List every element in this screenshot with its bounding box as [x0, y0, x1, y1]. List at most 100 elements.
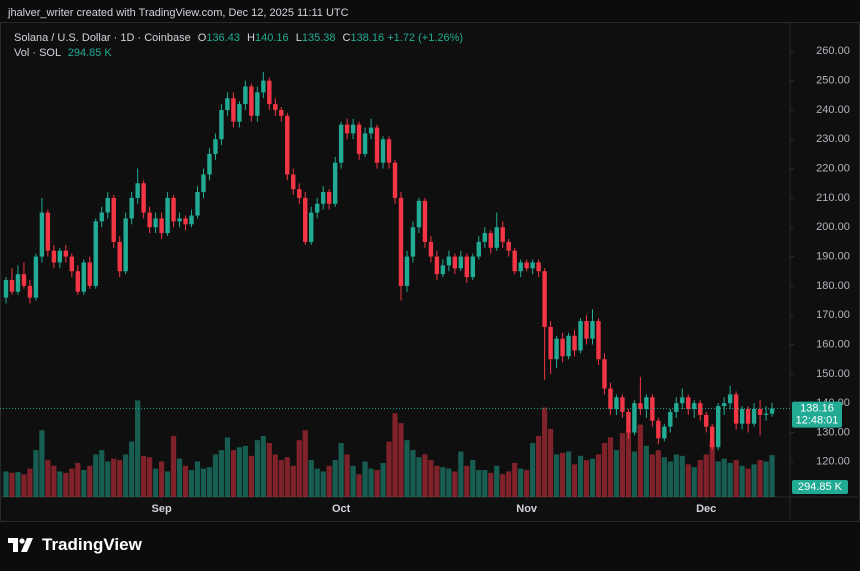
volume-bar [697, 460, 703, 497]
candle-body [763, 413, 769, 415]
x-tick-label: Nov [516, 503, 538, 515]
candle-body [446, 256, 452, 266]
symbol-row: Solana / U.S. Dollar · 1D · Coinbase O13… [14, 31, 463, 46]
symbol: Solana / U.S. Dollar · 1D · Coinbase [14, 32, 191, 44]
candle-body [165, 197, 170, 234]
candle-body [422, 200, 428, 242]
candle-body [536, 262, 541, 272]
candle-body [9, 280, 15, 292]
volume-bar [218, 450, 225, 497]
candle-body [219, 109, 224, 140]
volume-bar [691, 467, 697, 497]
candle-body [350, 124, 356, 134]
volume-bar [39, 430, 45, 497]
candle-body [488, 233, 493, 248]
y-tick-label: 240.00 [816, 104, 850, 116]
volume-bar [577, 455, 584, 497]
volume-bar [548, 428, 554, 497]
volume-bar [422, 454, 428, 497]
ohlc-value: 136.43 [206, 32, 240, 44]
candle-body [590, 321, 595, 339]
y-tick-label: 120.00 [816, 456, 850, 468]
volume-bar [278, 460, 284, 497]
volume-bar [45, 460, 51, 497]
volume-bar [673, 454, 679, 497]
volume-bar [392, 413, 398, 497]
brand: TradingView [42, 535, 142, 554]
volume-bar [524, 470, 530, 497]
volume-bar [553, 454, 560, 497]
volume-bar [613, 450, 620, 497]
candle-body [338, 124, 344, 163]
volume-bar [386, 441, 392, 497]
volume-bar [266, 443, 272, 497]
ohlc-letter: L [295, 32, 302, 44]
candle-body [620, 397, 625, 412]
candle-body [632, 403, 637, 433]
change: +1.72 (+1.26%) [387, 32, 464, 44]
candle-body [644, 397, 649, 410]
candle-body [75, 271, 81, 292]
volume-bar [428, 460, 434, 497]
volume-bar [9, 472, 15, 497]
candle-body [482, 233, 487, 242]
candle-body [656, 420, 661, 439]
candle-body [309, 212, 314, 242]
volume-bar [362, 461, 368, 497]
candle-body [727, 394, 733, 404]
volume-bar [661, 457, 667, 497]
ohlc-value: 135.38 [301, 32, 336, 44]
candle-body [117, 241, 122, 272]
candle-body [440, 265, 446, 275]
ohlc-value: 140.16 [254, 32, 289, 44]
candle-body [147, 212, 152, 228]
ohlc-letter: C [342, 32, 351, 44]
y-tick-label: 250.00 [816, 75, 850, 87]
candle-body [57, 250, 63, 263]
volume-bar [631, 451, 637, 497]
candle-body [494, 227, 499, 248]
candle-body [129, 197, 134, 219]
volume-bar [260, 435, 266, 497]
volume-bar [458, 451, 464, 497]
candle-body [721, 403, 727, 407]
candle-body [476, 241, 481, 257]
candle-body [291, 174, 296, 190]
price-box [792, 401, 842, 428]
volume-bar [488, 472, 494, 497]
volume-bar [332, 460, 338, 497]
candle-body [470, 256, 476, 278]
volume-bar [619, 433, 626, 497]
candle-body [572, 335, 577, 351]
candle-body [733, 394, 739, 424]
volume-bar [709, 441, 715, 497]
volume-bar [565, 451, 572, 497]
volume-bar [188, 470, 195, 497]
candle-body [297, 189, 302, 198]
candle-body [512, 250, 517, 272]
volume-title: Vol · SOL [14, 47, 61, 59]
candle-body [45, 212, 51, 251]
candle-body [105, 197, 110, 213]
candle-body [183, 218, 188, 225]
candle-body [398, 197, 404, 286]
volume-bar [51, 465, 57, 497]
candle-body [709, 426, 715, 448]
candle-body [39, 212, 45, 257]
candle-body [566, 335, 571, 357]
volume-bar [129, 441, 135, 497]
volume-bar [338, 443, 344, 497]
volume-bar [374, 470, 380, 497]
volume-bar [344, 454, 350, 497]
candle-body [560, 338, 565, 357]
candle-body [530, 262, 535, 269]
candle-body [225, 98, 230, 110]
volume-bar [63, 472, 69, 497]
footer: TradingView [8, 535, 142, 555]
candle-body [542, 271, 547, 327]
candle-body [189, 215, 194, 225]
volume-bar [625, 430, 632, 497]
candle-body [578, 321, 583, 351]
candle-body [27, 285, 33, 298]
candle-body [380, 139, 386, 163]
